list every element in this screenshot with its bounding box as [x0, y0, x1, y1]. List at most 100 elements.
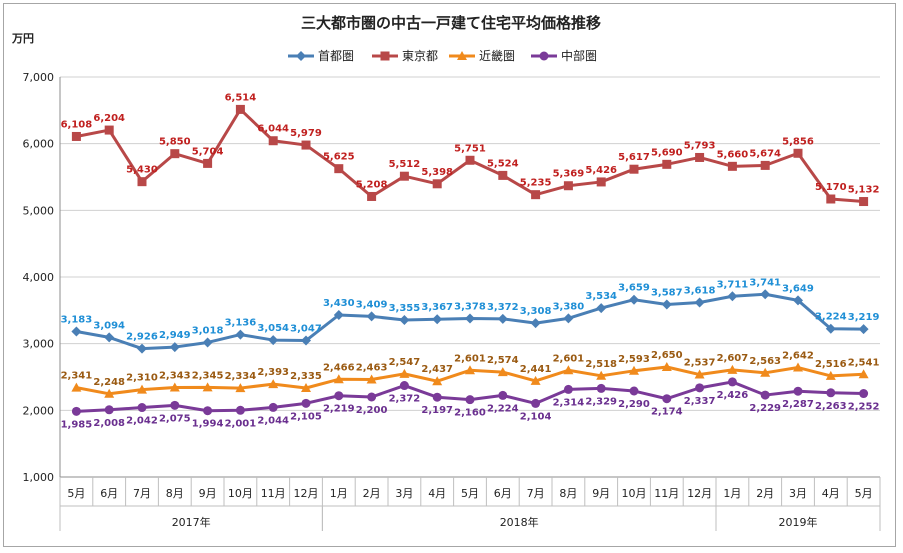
data-point [793, 295, 803, 306]
data-label: 2,314 [553, 397, 585, 408]
data-point [497, 367, 508, 377]
data-point [432, 314, 443, 325]
data-point [629, 365, 639, 375]
data-point [169, 342, 180, 353]
data-point [170, 149, 180, 159]
data-point [235, 104, 245, 114]
data-point [760, 367, 771, 377]
data-point [268, 335, 279, 346]
data-point [727, 377, 737, 387]
data-label: 2,287 [782, 399, 814, 410]
data-label: 2,075 [159, 413, 191, 424]
legend-swatch-marker [539, 51, 549, 61]
x-tick-label: 12月 [294, 487, 319, 500]
data-label: 3,054 [257, 323, 289, 334]
data-point [629, 294, 639, 305]
series-中部圏: 1,985 2,008 2,042 2,075 1,994 2,001 2,044 2,105… [61, 377, 880, 430]
data-label: 2,229 [749, 403, 781, 414]
data-point [268, 136, 278, 146]
data-point [662, 394, 672, 404]
y-tick-label: 3,000 [23, 338, 55, 351]
data-label: 3,534 [585, 291, 617, 302]
data-label: 3,094 [93, 320, 125, 331]
data-label: 5,850 [159, 137, 191, 148]
data-label: 3,047 [290, 324, 322, 335]
data-label: 5,856 [782, 136, 814, 147]
data-point [596, 303, 607, 314]
x-tick-label: 6月 [100, 487, 118, 500]
data-label: 2,601 [553, 353, 585, 364]
chart-title: 三大都市圏の中古一戸建て住宅平均価格推移 [301, 14, 601, 32]
data-label: 2,341 [61, 371, 93, 382]
data-point [333, 310, 344, 320]
data-label: 2,607 [717, 353, 749, 364]
legend-item: 東京都 [372, 49, 438, 63]
x-tick-label: 11月 [654, 487, 679, 500]
data-point [137, 384, 147, 394]
data-point [301, 398, 311, 408]
x-tick-label: 1月 [330, 487, 348, 500]
legend-swatch-marker [380, 51, 390, 61]
data-point [399, 315, 410, 325]
data-point [202, 337, 213, 348]
data-label: 5,398 [421, 167, 453, 178]
data-label: 1,994 [192, 419, 224, 430]
data-label: 3,224 [815, 312, 847, 323]
data-point [399, 381, 409, 391]
data-label: 5,208 [356, 179, 388, 190]
data-point [170, 400, 180, 410]
data-point [465, 313, 475, 324]
data-point [235, 405, 245, 415]
data-label: 2,541 [848, 357, 880, 368]
data-point [694, 369, 705, 379]
data-point [858, 369, 869, 379]
data-point [268, 402, 278, 412]
data-point [563, 313, 574, 324]
legend-item: 中部圏 [531, 48, 597, 63]
data-point [563, 384, 573, 394]
data-label: 2,252 [848, 402, 880, 413]
legend-label: 近畿圏 [479, 49, 515, 63]
data-label: 5,793 [684, 140, 716, 151]
data-label: 5,369 [553, 169, 585, 180]
data-label: 2,345 [192, 370, 224, 381]
data-point [366, 311, 377, 322]
data-label: 3,372 [487, 302, 519, 313]
data-label: 2,219 [323, 404, 355, 415]
data-label: 5,625 [323, 152, 355, 163]
data-point [596, 370, 607, 380]
unit-label: 万円 [11, 32, 34, 45]
data-label: 2,263 [815, 401, 847, 412]
data-label: 2,537 [684, 358, 716, 369]
data-label: 2,001 [225, 418, 257, 429]
data-point [268, 379, 279, 389]
x-tick-label: 4月 [428, 487, 446, 500]
x-tick-label: 4月 [822, 487, 840, 500]
x-tick-label: 5月 [855, 487, 873, 500]
legend: 首都圏 東京都 近畿圏 中部圏 [288, 48, 597, 63]
legend-label: 中部圏 [561, 48, 597, 63]
data-label: 5,132 [848, 185, 880, 196]
data-label: 2,518 [585, 359, 617, 370]
legend-item: 首都圏 [288, 49, 354, 63]
data-label: 3,649 [782, 283, 814, 294]
data-point [137, 177, 147, 187]
x-tick-label: 9月 [592, 487, 610, 500]
x-tick-label: 9月 [199, 487, 217, 500]
data-label: 2,197 [421, 405, 453, 416]
y-tick-label: 2,000 [23, 404, 55, 417]
data-label: 6,044 [257, 124, 289, 135]
data-point [498, 170, 508, 180]
data-label: 3,367 [421, 302, 453, 313]
data-label: 2,329 [585, 396, 617, 407]
data-point [530, 375, 541, 385]
data-point [629, 386, 639, 396]
data-label: 2,105 [290, 411, 322, 422]
data-label: 6,108 [61, 119, 93, 130]
data-point [334, 391, 344, 401]
data-point [465, 395, 475, 405]
data-point [137, 343, 147, 354]
